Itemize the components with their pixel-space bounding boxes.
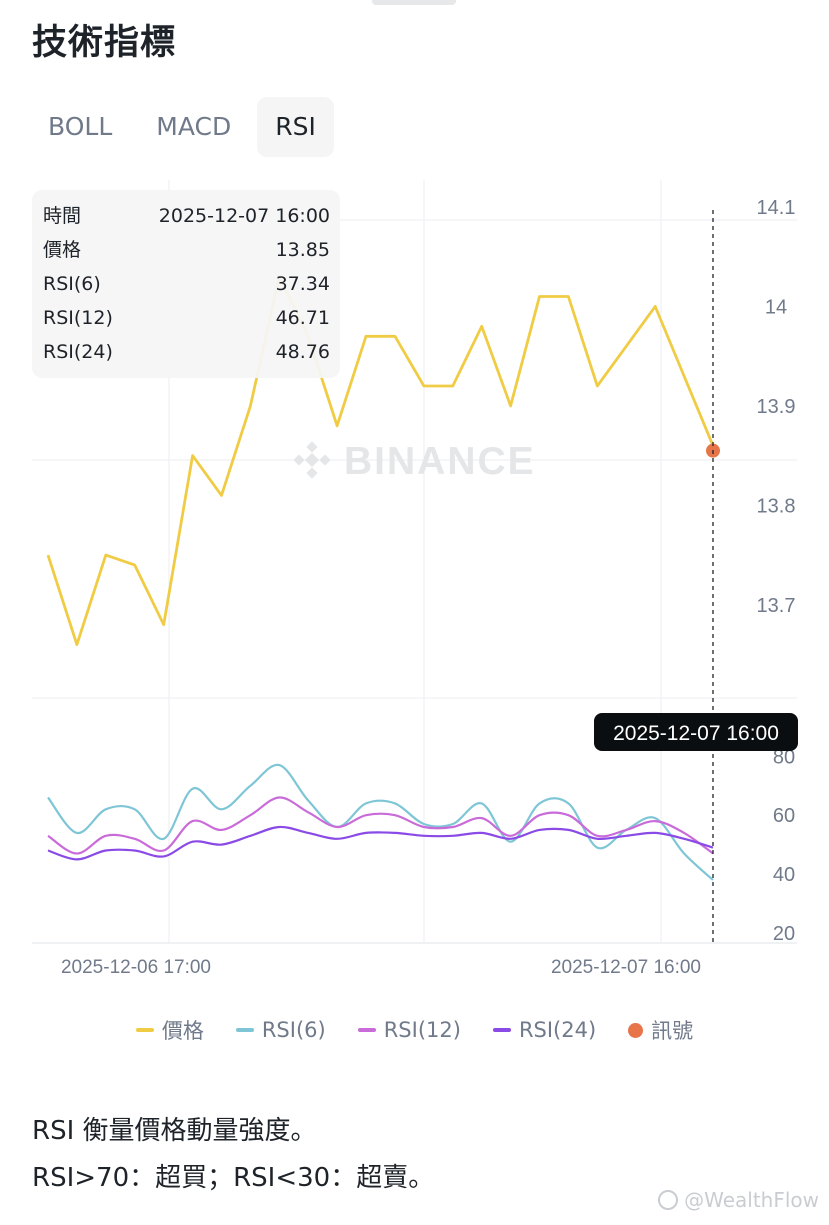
rsi-chart[interactable]: BINANCE 14.1 14 13.9 13.8 13.7 80 60 40 20 2025-1… <box>0 180 829 980</box>
legend-item-rsi6[interactable]: RSI(6) <box>235 1018 326 1042</box>
rsi-axis-tick-label: 20 <box>773 923 795 945</box>
tab-rsi[interactable]: RSI <box>257 97 334 157</box>
legend-item-rsi24[interactable]: RSI(24) <box>492 1018 597 1042</box>
data-tooltip: 時間 2025-12-07 16:00 價格 13.85 RSI(6) 37.3… <box>32 190 340 378</box>
tab-boll[interactable]: BOLL <box>48 112 113 141</box>
tooltip-key: RSI(24) <box>43 341 113 363</box>
legend-label: RSI(6) <box>261 1018 326 1042</box>
footer-watermark: @WealthFlow <box>658 1188 819 1212</box>
legend-swatch <box>235 1028 254 1032</box>
price-line <box>46 275 715 647</box>
price-axis-tick-label: 13.9 <box>757 396 796 418</box>
time-axis-tick-label: 2025-12-06 17:00 <box>61 957 211 978</box>
legend-label: RSI(12) <box>383 1018 461 1042</box>
legend-swatch <box>357 1028 376 1032</box>
watermark-logo: BINANCE <box>293 440 536 483</box>
time-axis-tick-label: 2025-12-07 16:00 <box>551 957 701 978</box>
tooltip-value: 37.34 <box>275 273 330 295</box>
tooltip-row-rsi24: RSI(24) 48.76 <box>43 337 330 367</box>
legend-dot <box>628 1022 644 1038</box>
tooltip-key: 時間 <box>43 205 82 227</box>
tooltip-row-price: 價格 13.85 <box>43 235 330 265</box>
legend-item-signal[interactable]: 訊號 <box>628 1015 693 1045</box>
tooltip-value: 13.85 <box>275 239 330 261</box>
tab-macd[interactable]: MACD <box>156 112 232 141</box>
rsi-axis-tick-label: 80 <box>773 746 795 768</box>
price-axis-tick-label: 13.7 <box>757 595 796 617</box>
description-line-1: RSI 衡量價格動量強度。 <box>32 1116 317 1146</box>
tooltip-key: 價格 <box>43 239 82 261</box>
tooltip-row-rsi12: RSI(12) 46.71 <box>43 303 330 333</box>
watermark-text: BINANCE <box>344 440 536 483</box>
footer-watermark-text: @WealthFlow <box>684 1188 819 1212</box>
legend-item-price[interactable]: 價格 <box>135 1015 204 1045</box>
tooltip-key: RSI(12) <box>43 307 113 329</box>
legend-label: 訊號 <box>651 1019 694 1043</box>
tooltip-value: 46.71 <box>275 307 330 329</box>
tooltip-row-rsi6: RSI(6) 37.34 <box>43 269 330 299</box>
tooltip-value: 48.76 <box>275 341 330 363</box>
rsi-axis-tick-label: 60 <box>773 805 795 827</box>
legend-swatch <box>492 1028 511 1032</box>
page-title: 技術指標 <box>32 23 177 63</box>
rsi-axis-tick-label: 40 <box>773 864 795 886</box>
rsi24-line <box>47 825 714 861</box>
sheet-drag-handle[interactable] <box>372 0 456 5</box>
crosshair-time-text: 2025-12-07 16:00 <box>613 722 779 745</box>
price-axis-tick-label: 13.8 <box>757 495 796 517</box>
price-axis-tick-label: 14 <box>765 296 787 318</box>
price-axis-tick-label: 14.1 <box>757 197 796 219</box>
chart-legend: 價格 RSI(6) RSI(12) RSI(24) 訊號 <box>0 1012 829 1048</box>
legend-label: 價格 <box>161 1019 204 1043</box>
tooltip-value: 2025-12-07 16:00 <box>158 205 330 227</box>
crosshair-time-label: 2025-12-07 16:00 <box>594 713 798 751</box>
tooltip-row-time: 時間 2025-12-07 16:00 <box>43 201 330 231</box>
rsi12-line <box>47 796 714 855</box>
legend-label: RSI(24) <box>518 1018 597 1042</box>
indicator-tabs: BOLL MACD RSI <box>30 97 342 157</box>
legend-item-rsi12[interactable]: RSI(12) <box>357 1018 461 1042</box>
rsi6-line <box>47 763 714 881</box>
weibo-icon <box>658 1190 679 1210</box>
description-line-2: RSI>70：超買；RSI<30：超賣。 <box>32 1163 435 1193</box>
legend-swatch <box>135 1028 154 1032</box>
tooltip-key: RSI(6) <box>43 273 101 295</box>
